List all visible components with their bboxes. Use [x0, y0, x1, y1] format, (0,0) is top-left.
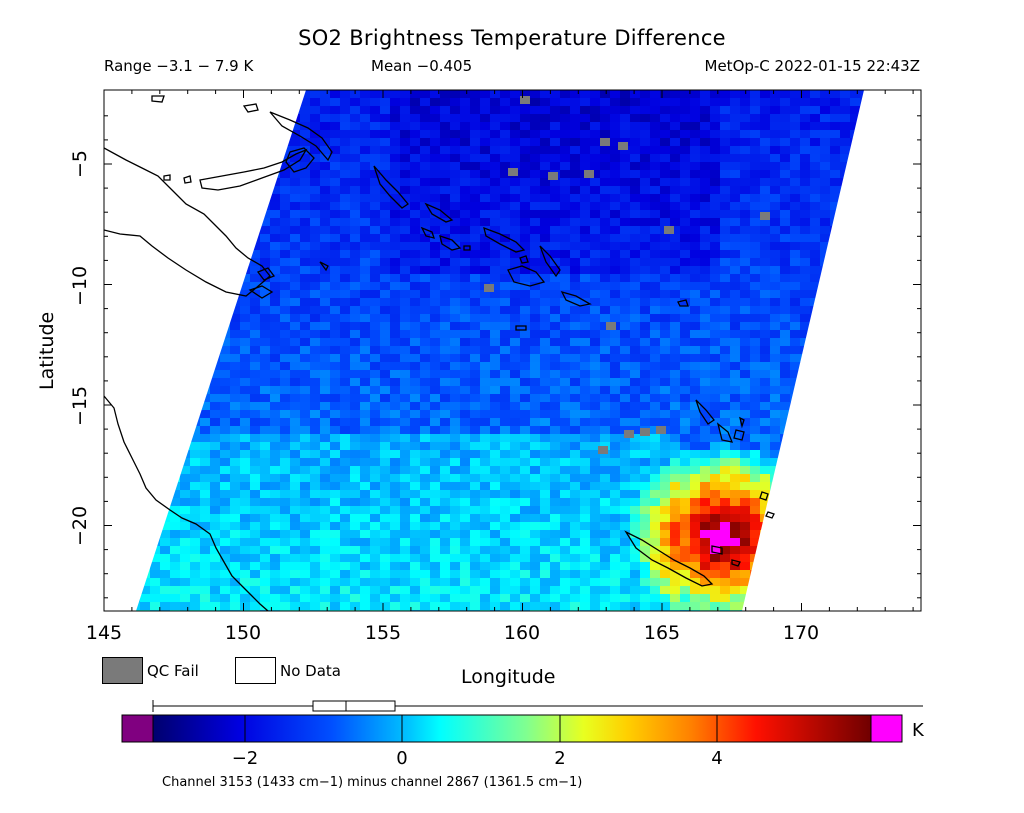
- x-tick-label: 145: [85, 622, 123, 644]
- x-tick-label: 170: [782, 622, 820, 644]
- distribution-boxplot: [152, 700, 923, 712]
- colorbar-tick-label: −2: [231, 748, 259, 769]
- coastlines: [104, 95, 775, 611]
- no-data-swatch: [235, 657, 276, 684]
- plot-frame: [103, 89, 922, 612]
- data-swath: [136, 90, 864, 611]
- qc-fail-swatch: [102, 657, 143, 684]
- channel-note: Channel 3153 (1433 cm−1) minus channel 2…: [162, 775, 583, 790]
- satellite-timestamp: MetOp-C 2022-01-15 22:43Z: [704, 57, 920, 75]
- map-title: SO2 Brightness Temperature Difference: [298, 26, 726, 50]
- colorbar-unit: K: [912, 720, 924, 741]
- qc-fail-cells: [484, 96, 770, 454]
- y-tick-label: −20: [69, 505, 91, 547]
- colorbar: [121, 714, 903, 743]
- axis-ticks: [103, 90, 921, 611]
- colorbar-tick-label: 2: [554, 748, 566, 769]
- range-text: Range −3.1 − 7.9 K: [104, 57, 254, 75]
- mean-text: Mean −0.405: [371, 57, 473, 75]
- y-tick-label: −10: [69, 265, 91, 307]
- y-axis-label: Latitude: [36, 311, 58, 390]
- colorbar-tick-label: 0: [396, 748, 408, 769]
- qc-fail-label: QC Fail: [147, 662, 199, 680]
- y-tick-label: −5: [69, 149, 91, 179]
- y-tick-label: −15: [69, 385, 91, 427]
- x-tick-label: 155: [364, 622, 402, 644]
- no-data-label: No Data: [280, 662, 341, 680]
- x-tick-label: 160: [503, 622, 541, 644]
- x-tick-label: 165: [643, 622, 681, 644]
- x-tick-label: 150: [224, 622, 262, 644]
- x-axis-label: Longitude: [461, 666, 556, 688]
- colorbar-tick-label: 4: [711, 748, 723, 769]
